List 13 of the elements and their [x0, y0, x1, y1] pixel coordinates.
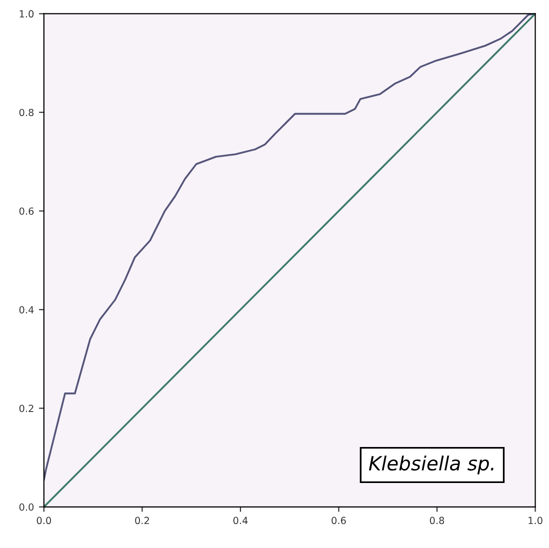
y-tick-label: 0.4	[19, 306, 34, 314]
x-tick-label: 0.0	[36, 516, 52, 524]
y-tick-label: 0.0	[19, 503, 34, 511]
x-tick-label: 0.8	[430, 516, 444, 524]
x-tick-label: 0.4	[233, 516, 248, 524]
x-tick-label: 1.0	[528, 516, 542, 524]
x-tick-label: 0.6	[332, 516, 346, 524]
y-tick-label: 0.2	[19, 404, 34, 412]
x-tick-label: 0.2	[135, 516, 149, 524]
y-tick-label: 0.6	[19, 207, 34, 215]
y-tick-label: 1.0	[20, 10, 34, 18]
annotation: Klebsiella sp.	[368, 456, 494, 474]
y-tick-label: 0.8	[19, 108, 34, 116]
